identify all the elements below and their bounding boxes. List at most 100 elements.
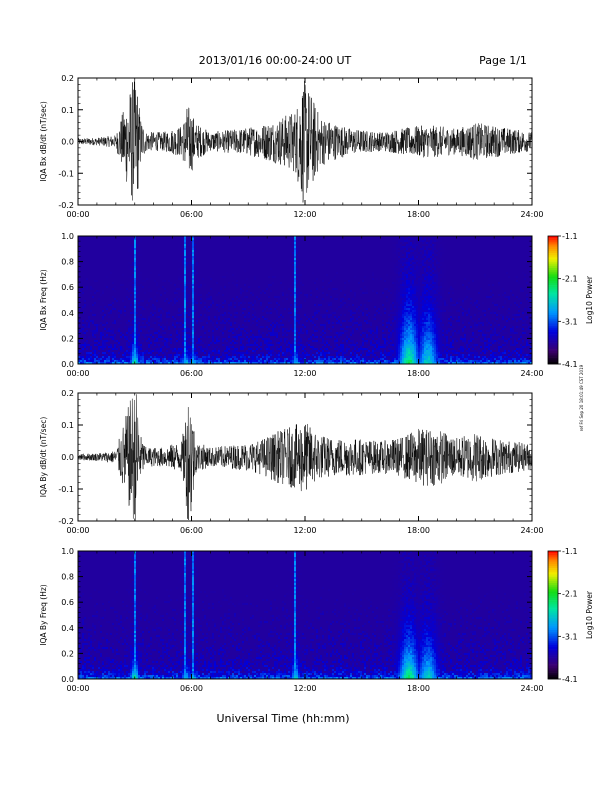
heatmap-cell bbox=[178, 308, 180, 310]
heatmap-cell bbox=[226, 256, 228, 258]
heatmap-cell bbox=[124, 340, 126, 342]
heatmap-cell bbox=[106, 238, 108, 240]
heatmap-cell bbox=[160, 330, 162, 332]
heatmap-cell bbox=[106, 330, 108, 332]
heatmap-cell bbox=[184, 280, 186, 282]
heatmap-cell bbox=[198, 360, 200, 362]
heatmap-cell bbox=[96, 320, 98, 322]
heatmap-cell bbox=[160, 284, 162, 286]
heatmap-cell bbox=[218, 302, 220, 304]
heatmap-cell bbox=[120, 242, 122, 244]
heatmap-cell bbox=[156, 300, 158, 302]
heatmap-cell bbox=[196, 240, 198, 242]
heatmap-cell bbox=[140, 310, 142, 312]
heatmap-cell bbox=[224, 268, 226, 270]
heatmap-cell bbox=[106, 286, 108, 288]
heatmap-cell bbox=[214, 260, 216, 262]
heatmap-cell bbox=[222, 252, 224, 254]
heatmap-cell bbox=[158, 284, 160, 286]
heatmap-cell bbox=[200, 246, 202, 248]
heatmap-cell bbox=[148, 298, 150, 300]
heatmap-cell bbox=[126, 346, 128, 348]
heatmap-cell bbox=[134, 280, 136, 282]
heatmap-cell bbox=[194, 328, 196, 330]
heatmap-cell bbox=[204, 238, 206, 240]
heatmap-cell bbox=[196, 268, 198, 270]
heatmap-cell bbox=[118, 332, 120, 334]
heatmap-cell bbox=[134, 246, 136, 248]
heatmap-cell bbox=[198, 286, 200, 288]
heatmap-cell bbox=[126, 302, 128, 304]
heatmap-cell bbox=[168, 324, 170, 326]
heatmap-cell bbox=[138, 334, 140, 336]
heatmap-cell bbox=[180, 346, 182, 348]
heatmap-cell bbox=[178, 248, 180, 250]
heatmap-cell bbox=[136, 258, 138, 260]
heatmap-cell bbox=[220, 338, 222, 340]
heatmap-cell bbox=[148, 338, 150, 340]
heatmap-cell bbox=[192, 264, 194, 266]
heatmap-cell bbox=[210, 298, 212, 300]
heatmap-cell bbox=[94, 286, 96, 288]
heatmap-cell bbox=[214, 258, 216, 260]
heatmap-cell bbox=[106, 304, 108, 306]
heatmap-cell bbox=[120, 356, 122, 358]
heatmap-cell bbox=[210, 318, 212, 320]
heatmap-cell bbox=[212, 330, 214, 332]
heatmap-cell bbox=[118, 256, 120, 258]
heatmap-cell bbox=[98, 356, 100, 358]
heatmap-cell bbox=[156, 322, 158, 324]
heatmap-cell bbox=[134, 268, 136, 270]
heatmap-cell bbox=[172, 316, 174, 318]
heatmap-cell bbox=[140, 346, 142, 348]
heatmap-cell bbox=[186, 356, 188, 358]
heatmap-cell bbox=[164, 296, 166, 298]
heatmap-cell bbox=[174, 358, 176, 360]
heatmap-cell bbox=[94, 328, 96, 330]
heatmap-cell bbox=[214, 316, 216, 318]
heatmap-cell bbox=[90, 282, 92, 284]
heatmap-cell bbox=[200, 262, 202, 264]
heatmap-cell bbox=[116, 258, 118, 260]
heatmap-cell bbox=[98, 350, 100, 352]
heatmap-cell bbox=[150, 300, 152, 302]
heatmap-cell bbox=[132, 330, 134, 332]
heatmap-cell bbox=[228, 356, 230, 358]
heatmap-cell bbox=[152, 244, 154, 246]
heatmap-cell bbox=[88, 292, 90, 294]
heatmap-cell bbox=[180, 278, 182, 280]
heatmap-cell bbox=[216, 276, 218, 278]
heatmap-cell bbox=[124, 268, 126, 270]
heatmap-cell bbox=[160, 312, 162, 314]
heatmap-cell bbox=[116, 270, 118, 272]
heatmap-cell bbox=[136, 252, 138, 254]
heatmap-cell bbox=[114, 278, 116, 280]
heatmap-cell bbox=[108, 258, 110, 260]
heatmap-cell bbox=[90, 354, 92, 356]
heatmap-cell bbox=[160, 294, 162, 296]
heatmap-cell bbox=[104, 330, 106, 332]
heatmap-cell bbox=[92, 360, 94, 362]
heatmap-cell bbox=[184, 294, 186, 296]
heatmap-cell bbox=[106, 326, 108, 328]
heatmap-cell bbox=[196, 292, 198, 294]
heatmap-cell bbox=[104, 336, 106, 338]
heatmap-cell bbox=[152, 314, 154, 316]
heatmap-cell bbox=[192, 274, 194, 276]
heatmap-cell bbox=[164, 322, 166, 324]
heatmap-cell bbox=[216, 264, 218, 266]
heatmap-cell bbox=[106, 360, 108, 362]
heatmap-cell bbox=[148, 326, 150, 328]
heatmap-cell bbox=[106, 334, 108, 336]
heatmap-cell bbox=[140, 244, 142, 246]
heatmap-cell bbox=[168, 270, 170, 272]
heatmap-cell bbox=[172, 262, 174, 264]
heatmap-cell bbox=[146, 244, 148, 246]
heatmap-cell bbox=[220, 266, 222, 268]
heatmap-cell bbox=[220, 252, 222, 254]
heatmap-cell bbox=[204, 294, 206, 296]
heatmap-cell bbox=[108, 322, 110, 324]
heatmap-cell bbox=[116, 256, 118, 258]
heatmap-cell bbox=[208, 276, 210, 278]
heatmap-cell bbox=[84, 324, 86, 326]
